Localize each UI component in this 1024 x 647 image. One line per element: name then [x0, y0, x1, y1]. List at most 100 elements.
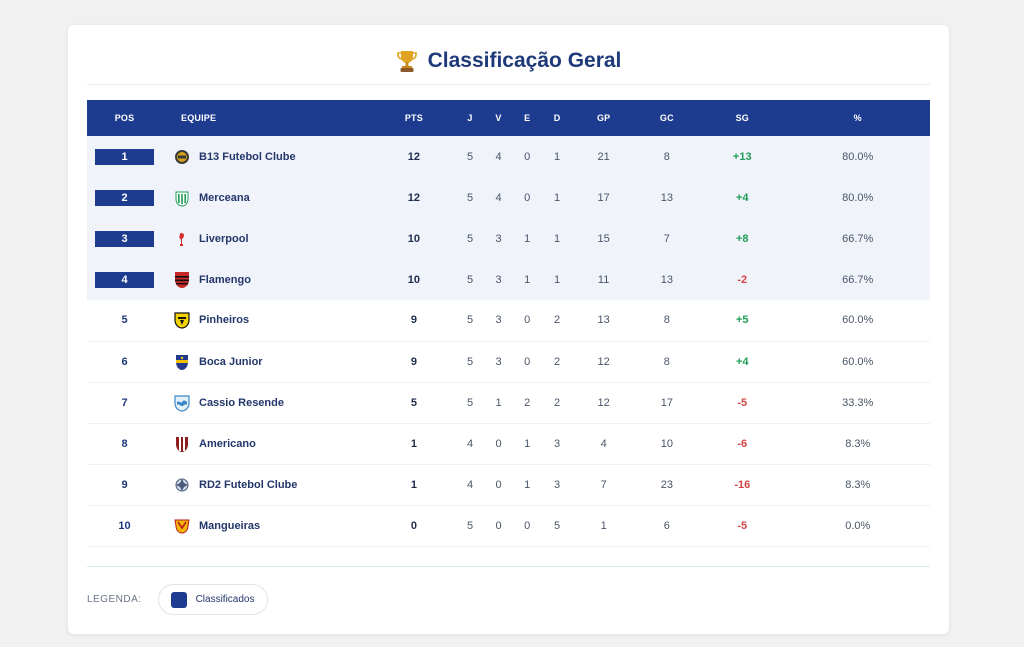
cell-pos: 5 — [87, 300, 162, 341]
table-row: 9 RD2 Futebol Clube 1 4 0 1 3 7 23 -16 8.3% — [87, 464, 930, 505]
cell-pct: 33.3% — [842, 396, 874, 409]
cell-gc: 13 — [660, 191, 673, 204]
cell-pct: 66.7% — [842, 273, 874, 286]
table-row: 1 B13 Futebol Clube 12 5 4 0 1 21 8 +13 80.0% — [87, 136, 930, 177]
col-header-team: EQUIPE — [181, 113, 217, 123]
cell-v: 3 — [495, 355, 502, 368]
col-header-pct: % — [853, 113, 862, 123]
cell-gc: 10 — [660, 437, 673, 450]
table-header-row: POS EQUIPE PTS J V E D GP GC SG % — [87, 100, 930, 136]
cell-gc: 17 — [660, 396, 673, 409]
cell-gc: 8 — [663, 314, 670, 327]
cell-pct: 80.0% — [842, 191, 874, 204]
cell-pct: 60.0% — [842, 355, 874, 368]
cell-j: 5 — [466, 519, 474, 532]
cell-gp: 13 — [597, 314, 610, 327]
position-badge: 8 — [121, 437, 128, 450]
cell-e: 0 — [524, 355, 531, 368]
cell-pos: 7 — [87, 382, 162, 423]
cell-pts: 1 — [410, 437, 417, 450]
cell-team: Merceana — [162, 177, 372, 218]
cell-gp: 12 — [597, 355, 610, 368]
b13-crest-icon — [174, 148, 190, 166]
cell-e: 1 — [524, 273, 531, 286]
col-header-pts: PTS — [404, 113, 423, 123]
legend-item-classificados: Classificados — [157, 584, 268, 615]
col-header-gc: GC — [659, 113, 674, 123]
cell-pos: 9 — [87, 464, 162, 505]
cell-d: 2 — [554, 314, 561, 327]
cell-v: 3 — [495, 232, 502, 245]
standings-card: Classificação Geral POS EQUIPE PTS J V E… — [68, 25, 949, 634]
cell-e: 0 — [524, 191, 531, 204]
cell-sg: +4 — [735, 191, 749, 204]
cell-e: 0 — [524, 314, 531, 327]
table-row: 7 Cassio Resende 5 5 1 2 2 12 17 -5 33.3% — [87, 382, 930, 423]
table-row: 5 Pinheiros 9 5 3 0 2 13 8 +5 60.0% — [87, 300, 930, 341]
cell-gc: 8 — [663, 355, 670, 368]
cell-j: 5 — [466, 232, 474, 245]
team-name: RD2 Futebol Clube — [199, 478, 298, 491]
cell-j: 5 — [466, 396, 474, 409]
americano-crest-icon — [174, 435, 190, 453]
cell-d: 2 — [554, 355, 561, 368]
cell-sg: +8 — [735, 232, 749, 245]
cell-sg: +5 — [735, 314, 749, 327]
cell-sg: +13 — [732, 150, 752, 163]
cell-sg: -16 — [734, 478, 751, 491]
position-badge: 10 — [118, 519, 131, 532]
col-header-sg: SG — [735, 113, 749, 123]
cell-j: 5 — [466, 191, 474, 204]
position-badge: 5 — [121, 314, 128, 327]
cell-gp: 15 — [597, 232, 610, 245]
cell-pct: 0.0% — [845, 519, 871, 532]
cell-pos: 10 — [87, 505, 162, 546]
cell-d: 2 — [554, 396, 561, 409]
col-header-e: E — [524, 113, 531, 123]
cell-d: 3 — [554, 437, 561, 450]
cell-sg: -5 — [737, 519, 748, 532]
standings-table: POS EQUIPE PTS J V E D GP GC SG % 1 B13 F… — [87, 100, 930, 547]
position-badge: 7 — [121, 396, 128, 409]
cell-pts: 9 — [410, 355, 417, 368]
col-header-v: V — [495, 113, 502, 123]
cell-team: Boca Junior — [162, 341, 372, 382]
legend-swatch — [170, 591, 187, 608]
table-row: 6 Boca Junior 9 5 3 0 2 12 8 +4 60.0% — [87, 341, 930, 382]
col-header-gp: GP — [596, 113, 611, 123]
table-row: 3 Liverpool 10 5 3 1 1 15 7 +8 66.7% — [87, 218, 930, 259]
cell-e: 2 — [524, 396, 531, 409]
flamengo-crest-icon — [174, 271, 190, 289]
table-row: 10 Mangueiras 0 5 0 0 5 1 6 -5 0.0% — [87, 505, 930, 546]
page-title-text: Classificação Geral — [427, 48, 622, 72]
cell-pos: 3 — [87, 218, 162, 259]
team-name: Flamengo — [199, 273, 251, 286]
cell-pos: 6 — [87, 341, 162, 382]
cell-pct: 8.3% — [845, 478, 871, 491]
standings-body: 1 B13 Futebol Clube 12 5 4 0 1 21 8 +13 80.0% 2 Merc… — [87, 136, 930, 546]
cell-team: Cassio Resende — [162, 382, 372, 423]
col-header-pos: POS — [114, 113, 135, 123]
cell-v: 0 — [495, 478, 502, 491]
cell-gp: 7 — [600, 478, 607, 491]
cell-pts: 5 — [410, 396, 417, 409]
position-badge: 3 — [95, 230, 154, 247]
cell-gp: 17 — [597, 191, 610, 204]
team-name: Cassio Resende — [199, 396, 284, 409]
cell-team: Liverpool — [162, 218, 372, 259]
page-title: Classificação Geral — [396, 48, 622, 73]
cell-pct: 80.0% — [842, 150, 874, 163]
cell-team: RD2 Futebol Clube — [162, 464, 372, 505]
cell-j: 5 — [466, 355, 474, 368]
cell-pos: 8 — [87, 423, 162, 464]
cell-d: 1 — [554, 232, 561, 245]
cell-j: 5 — [466, 150, 474, 163]
cell-sg: -2 — [737, 273, 748, 286]
col-header-d: D — [553, 113, 561, 123]
legend: LEGENDA: Classificados — [87, 584, 268, 615]
position-badge: 2 — [95, 189, 154, 206]
cell-team: Flamengo — [162, 259, 372, 300]
cell-gp: 4 — [600, 437, 607, 450]
cell-gc: 13 — [660, 273, 673, 286]
cell-d: 5 — [554, 519, 561, 532]
